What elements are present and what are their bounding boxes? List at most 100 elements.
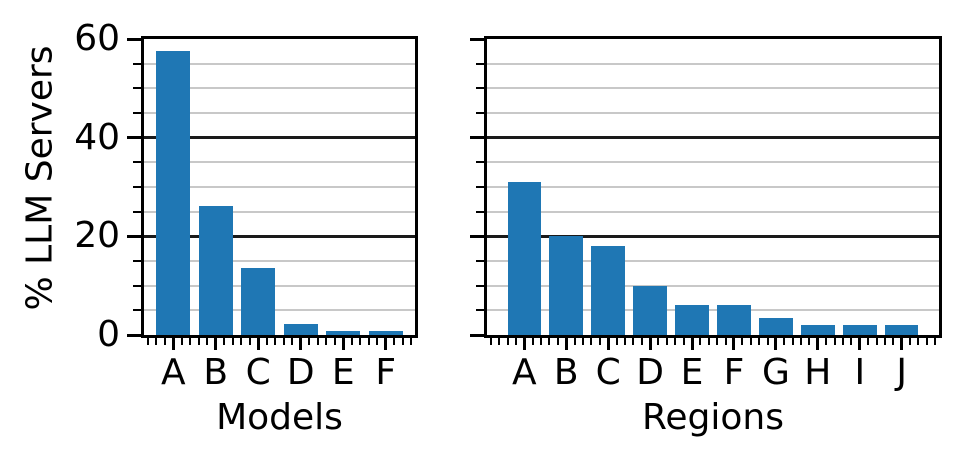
x-tick-mark-minor bbox=[325, 338, 328, 345]
y-tick-mark-minor bbox=[476, 87, 484, 90]
x-tick-mark bbox=[214, 338, 218, 350]
x-tick-mark bbox=[774, 338, 778, 350]
y-tick-mark-minor bbox=[476, 210, 484, 213]
gridline-minor bbox=[487, 62, 939, 65]
x-tick-mark-minor bbox=[833, 338, 836, 345]
bar-I bbox=[842, 324, 877, 335]
models-plot-area: 0 20 40 60 A B C D E F bbox=[74, 18, 415, 393]
x-tick-mark-minor bbox=[909, 338, 912, 345]
x-tick-mark-minor bbox=[573, 338, 576, 345]
x-tick-mark-minor bbox=[682, 338, 685, 345]
x-tick-label-E: E bbox=[331, 352, 355, 393]
y-tick-mark-minor bbox=[133, 112, 141, 114]
x-tick-mark-minor bbox=[155, 338, 158, 345]
x-tick-mark-minor bbox=[556, 338, 559, 345]
bar-A bbox=[507, 182, 542, 335]
y-tick-mark-minor bbox=[476, 284, 484, 287]
x-tick-mark-minor bbox=[758, 338, 761, 345]
x-tick-mark-minor bbox=[825, 338, 828, 345]
x-tick-mark-minor bbox=[883, 338, 886, 345]
x-tick-mark-minor bbox=[665, 338, 668, 345]
bar-F bbox=[368, 331, 403, 335]
gridline-minor bbox=[144, 210, 415, 213]
x-tick-mark-minor bbox=[598, 338, 601, 345]
x-tick-mark bbox=[171, 338, 175, 350]
x-tick-mark-minor bbox=[808, 338, 811, 345]
x-tick-mark-minor bbox=[393, 338, 396, 345]
x-tick-mark bbox=[564, 338, 568, 350]
x-tick-mark-minor bbox=[707, 338, 710, 345]
x-tick-mark-minor bbox=[316, 338, 319, 345]
y-tick-label: 20 bbox=[74, 215, 120, 257]
y-tick-label: 40 bbox=[74, 116, 120, 158]
x-tick-mark-minor bbox=[206, 338, 209, 345]
x-tick-label-J: J bbox=[896, 352, 907, 393]
gridline-minor bbox=[487, 210, 939, 213]
x-tick-mark-minor bbox=[498, 338, 501, 345]
x-tick-mark-minor bbox=[800, 338, 803, 345]
y-tick-label: 60 bbox=[74, 18, 120, 59]
x-tick-mark-minor bbox=[623, 338, 626, 345]
x-tick-label-H: H bbox=[804, 352, 832, 393]
y-tick-mark bbox=[470, 234, 484, 238]
y-tick-mark-minor bbox=[133, 210, 141, 213]
x-tick-label-F: F bbox=[723, 352, 745, 393]
x-tick-mark-minor bbox=[892, 338, 895, 345]
x-tick-mark-minor bbox=[615, 338, 618, 345]
x-tick-mark-minor bbox=[248, 338, 251, 345]
bar-A bbox=[156, 51, 191, 335]
models-x-axis-label: Models bbox=[216, 397, 343, 438]
x-tick-label-E: E bbox=[680, 352, 704, 393]
x-tick-label-D: D bbox=[636, 352, 664, 393]
x-tick-mark-minor bbox=[333, 338, 336, 345]
y-tick-mark bbox=[470, 37, 484, 41]
y-tick-mark-minor bbox=[133, 62, 141, 65]
gridline-minor bbox=[487, 87, 939, 90]
x-tick-mark-minor bbox=[265, 338, 268, 345]
bar-E bbox=[675, 305, 709, 335]
x-tick-mark bbox=[256, 338, 260, 350]
x-tick-mark bbox=[900, 338, 904, 350]
x-tick-mark-minor bbox=[163, 338, 166, 345]
y-tick-mark-minor bbox=[476, 161, 484, 164]
x-tick-mark-minor bbox=[197, 338, 200, 345]
x-tick-mark-minor bbox=[917, 338, 920, 345]
x-tick-mark-minor bbox=[359, 338, 362, 345]
x-tick-mark bbox=[858, 338, 862, 350]
x-tick-mark-minor bbox=[506, 338, 509, 345]
y-tick-mark bbox=[127, 136, 141, 140]
x-tick-mark-minor bbox=[367, 338, 370, 345]
gridline-major bbox=[487, 136, 939, 139]
x-tick-mark-minor bbox=[146, 338, 149, 345]
x-tick-mark bbox=[384, 338, 388, 350]
x-tick-mark bbox=[816, 338, 820, 350]
y-tick-mark-minor bbox=[133, 284, 141, 287]
bar-C bbox=[241, 268, 276, 335]
bar-B bbox=[198, 205, 233, 335]
x-tick-label-A: A bbox=[160, 352, 186, 393]
bar-E bbox=[326, 331, 361, 335]
y-tick-mark bbox=[470, 333, 484, 337]
y-tick-mark-minor bbox=[133, 260, 141, 262]
x-tick-mark-minor bbox=[240, 338, 243, 345]
x-tick-label-C: C bbox=[595, 352, 621, 393]
y-tick-mark bbox=[470, 136, 484, 140]
x-tick-mark-minor bbox=[189, 338, 192, 345]
x-tick-mark-minor bbox=[282, 338, 285, 345]
gridline-minor bbox=[487, 309, 939, 312]
y-tick-mark bbox=[127, 37, 141, 41]
x-tick-label-F: F bbox=[375, 352, 397, 393]
x-tick-mark-minor bbox=[716, 338, 719, 345]
y-tick-mark-minor bbox=[476, 260, 484, 262]
x-tick-mark-minor bbox=[489, 338, 492, 345]
bar-D bbox=[633, 285, 667, 335]
x-tick-mark bbox=[648, 338, 652, 350]
x-tick-mark-minor bbox=[223, 338, 226, 345]
x-tick-label-B: B bbox=[203, 352, 229, 393]
models-subplot: 0 20 40 60 A B C D E F Models bbox=[74, 18, 418, 438]
y-tick-mark bbox=[127, 234, 141, 238]
x-tick-mark-minor bbox=[749, 338, 752, 345]
